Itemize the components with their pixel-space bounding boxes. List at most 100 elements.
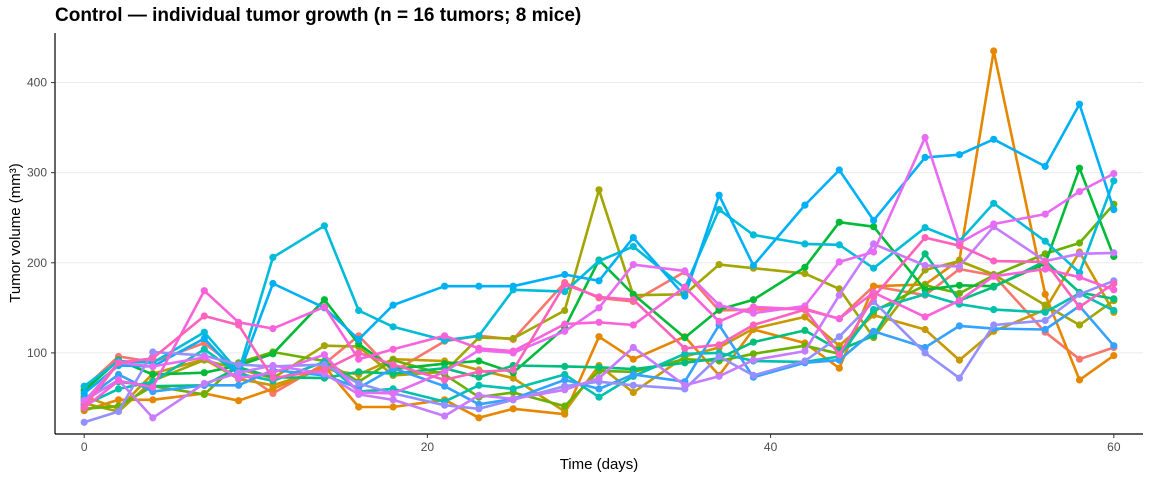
data-point xyxy=(990,257,998,265)
data-point xyxy=(801,306,809,314)
data-point xyxy=(801,357,809,365)
data-point xyxy=(749,303,758,311)
data-point xyxy=(835,356,843,364)
data-point xyxy=(749,321,758,329)
data-point xyxy=(1075,376,1084,384)
data-point xyxy=(629,296,637,304)
data-point xyxy=(200,287,208,295)
data-point xyxy=(475,332,483,340)
data-point xyxy=(801,347,809,355)
data-point xyxy=(509,385,517,393)
data-point xyxy=(1041,308,1049,316)
data-point xyxy=(990,283,998,291)
data-point xyxy=(561,407,569,416)
data-point xyxy=(561,306,569,315)
data-point xyxy=(870,216,878,224)
x-tick-label: 0 xyxy=(81,440,88,454)
data-point xyxy=(269,374,277,382)
data-point xyxy=(801,313,809,321)
data-point xyxy=(955,262,964,270)
data-point xyxy=(475,357,483,365)
axes xyxy=(54,33,1143,435)
data-point xyxy=(629,243,637,251)
data-point xyxy=(835,315,843,323)
data-point xyxy=(561,386,569,394)
data-point xyxy=(475,414,483,422)
series-15 xyxy=(80,265,1118,412)
data-point xyxy=(441,382,449,390)
data-point xyxy=(955,322,964,330)
data-point xyxy=(835,351,843,359)
data-point xyxy=(921,224,929,232)
data-point xyxy=(441,376,449,384)
data-point xyxy=(715,206,723,214)
x-axis-title: Time (days) xyxy=(560,456,639,473)
data-point xyxy=(1110,352,1118,360)
data-point xyxy=(990,199,998,207)
data-point xyxy=(269,279,277,288)
data-point xyxy=(749,309,758,317)
data-point xyxy=(269,253,277,261)
data-point xyxy=(149,348,157,356)
data-point xyxy=(921,261,929,270)
data-point xyxy=(595,363,603,371)
data-point xyxy=(355,379,363,388)
y-tick-label: 200 xyxy=(27,256,47,270)
data-point xyxy=(475,391,483,399)
data-point xyxy=(389,389,397,397)
data-point xyxy=(629,234,637,242)
data-point xyxy=(475,405,483,413)
data-point xyxy=(801,263,809,271)
data-point xyxy=(389,361,397,369)
data-point xyxy=(629,355,637,363)
data-point xyxy=(200,390,208,398)
data-point xyxy=(870,306,878,314)
data-point xyxy=(715,352,723,361)
data-point xyxy=(595,293,603,301)
data-point xyxy=(629,381,637,389)
data-point xyxy=(320,222,328,230)
data-point xyxy=(990,220,998,228)
data-point xyxy=(1041,316,1049,325)
data-point xyxy=(870,248,878,256)
data-point xyxy=(1041,210,1049,218)
data-point xyxy=(681,292,689,300)
data-point xyxy=(801,240,809,248)
data-point xyxy=(475,381,483,389)
data-point xyxy=(235,381,243,389)
data-point xyxy=(955,281,964,289)
data-point xyxy=(509,347,517,355)
data-point xyxy=(1075,164,1084,172)
data-point xyxy=(870,282,878,290)
data-point xyxy=(715,261,723,269)
data-point xyxy=(749,356,758,364)
data-point xyxy=(235,397,243,405)
y-tick-label: 400 xyxy=(27,76,47,90)
data-point xyxy=(955,297,964,305)
data-point xyxy=(509,334,517,343)
x-tick-label: 40 xyxy=(764,440,778,454)
data-point xyxy=(320,303,328,311)
series-layer xyxy=(80,47,1118,426)
data-point xyxy=(149,414,157,422)
data-point xyxy=(749,371,758,379)
data-point xyxy=(389,403,397,411)
data-point xyxy=(475,282,483,290)
data-point xyxy=(681,334,689,342)
data-point xyxy=(114,396,123,404)
data-point xyxy=(629,261,637,269)
data-point xyxy=(835,241,843,249)
data-point xyxy=(1041,258,1049,266)
data-point xyxy=(389,323,397,331)
y-tick-label: 300 xyxy=(27,166,47,180)
data-point xyxy=(835,218,843,226)
data-point xyxy=(561,362,569,370)
data-point xyxy=(681,350,689,358)
data-point xyxy=(681,267,689,275)
data-point xyxy=(355,355,363,363)
data-point xyxy=(80,418,88,426)
data-point xyxy=(1075,188,1084,196)
data-point xyxy=(355,349,363,357)
data-point xyxy=(320,366,328,374)
